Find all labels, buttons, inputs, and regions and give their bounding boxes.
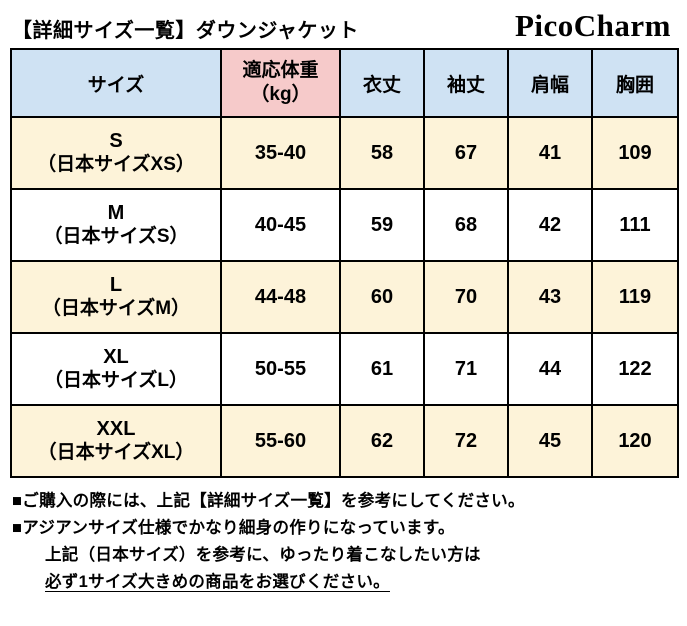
length-cell: 62 bbox=[339, 404, 425, 478]
shoulder-cell: 44 bbox=[507, 332, 593, 406]
size-cell: M （日本サイズS） bbox=[10, 188, 222, 262]
col-header-chest: 胸囲 bbox=[591, 48, 679, 118]
chest-cell: 119 bbox=[591, 260, 679, 334]
top-bar: 【詳細サイズ一覧】ダウンジャケット PicoCharm bbox=[10, 6, 677, 48]
sleeve-cell: 71 bbox=[423, 332, 509, 406]
size-jp-label: （日本サイズXL） bbox=[37, 442, 195, 463]
weight-cell: 50-55 bbox=[220, 332, 341, 406]
table-row-l: L （日本サイズM） 44-48 60 70 43 119 bbox=[10, 260, 679, 334]
col-header-shoulder: 肩幅 bbox=[507, 48, 593, 118]
note-line-3: 上記（日本サイズ）を参考に、ゆったり着こなしたい方は bbox=[45, 546, 481, 564]
chest-cell: 111 bbox=[591, 188, 679, 262]
size-cell: S （日本サイズXS） bbox=[10, 116, 222, 190]
weight-cell: 55-60 bbox=[220, 404, 341, 478]
note-line-4: 必ず1サイズ大きめの商品をお選びください。 bbox=[45, 573, 390, 591]
col-header-sleeve: 袖丈 bbox=[423, 48, 509, 118]
sleeve-cell: 67 bbox=[423, 116, 509, 190]
sleeve-cell: 68 bbox=[423, 188, 509, 262]
table-row-s: S （日本サイズXS） 35-40 58 67 41 109 bbox=[10, 116, 679, 190]
size-label: XL bbox=[103, 346, 129, 368]
shoulder-cell: 42 bbox=[507, 188, 593, 262]
col-header-weight: 適応体重 （kg） bbox=[220, 48, 341, 118]
size-cell: L （日本サイズM） bbox=[10, 260, 222, 334]
sleeve-cell: 72 bbox=[423, 404, 509, 478]
chest-cell: 120 bbox=[591, 404, 679, 478]
weight-cell: 44-48 bbox=[220, 260, 341, 334]
note-line-2: ■アジアンサイズ仕様でかなり細身の作りになっています。 bbox=[12, 519, 455, 537]
chest-cell: 109 bbox=[591, 116, 679, 190]
col-header-weight-line1: 適応体重 bbox=[242, 60, 319, 81]
shoulder-cell: 43 bbox=[507, 260, 593, 334]
notes-section: ■ご購入の際には、上記【詳細サイズ一覧】を参考にしてください。 ■アジアンサイズ… bbox=[10, 488, 677, 596]
size-cell: XL （日本サイズL） bbox=[10, 332, 222, 406]
chest-cell: 122 bbox=[591, 332, 679, 406]
col-header-weight-line2: （kg） bbox=[250, 84, 311, 105]
length-cell: 59 bbox=[339, 188, 425, 262]
size-jp-label: （日本サイズM） bbox=[41, 298, 191, 319]
size-label: XXL bbox=[96, 418, 136, 440]
size-label: S bbox=[109, 130, 123, 152]
size-cell: XXL （日本サイズXL） bbox=[10, 404, 222, 478]
length-cell: 61 bbox=[339, 332, 425, 406]
shoulder-cell: 45 bbox=[507, 404, 593, 478]
size-table: サイズ 適応体重 （kg） 衣丈 袖丈 肩幅 胸囲 S （日本サイズXS） 35… bbox=[10, 48, 679, 478]
table-header-row: サイズ 適応体重 （kg） 衣丈 袖丈 肩幅 胸囲 bbox=[10, 48, 679, 118]
col-header-size: サイズ bbox=[10, 48, 222, 118]
length-cell: 60 bbox=[339, 260, 425, 334]
size-jp-label: （日本サイズL） bbox=[43, 370, 189, 391]
note-line-1: ■ご購入の際には、上記【詳細サイズ一覧】を参考にしてください。 bbox=[12, 492, 525, 510]
size-jp-label: （日本サイズS） bbox=[43, 226, 189, 247]
length-cell: 58 bbox=[339, 116, 425, 190]
col-header-length: 衣丈 bbox=[339, 48, 425, 118]
sleeve-cell: 70 bbox=[423, 260, 509, 334]
shoulder-cell: 41 bbox=[507, 116, 593, 190]
size-label: M bbox=[107, 202, 125, 224]
brand-logo: PicoCharm bbox=[514, 8, 671, 43]
table-row-m: M （日本サイズS） 40-45 59 68 42 111 bbox=[10, 188, 679, 262]
size-label: L bbox=[109, 274, 123, 296]
weight-cell: 40-45 bbox=[220, 188, 341, 262]
weight-cell: 35-40 bbox=[220, 116, 341, 190]
table-row-xxl: XXL （日本サイズXL） 55-60 62 72 45 120 bbox=[10, 404, 679, 478]
page-title: 【詳細サイズ一覧】ダウンジャケット bbox=[12, 20, 359, 42]
table-row-xl: XL （日本サイズL） 50-55 61 71 44 122 bbox=[10, 332, 679, 406]
size-jp-label: （日本サイズXS） bbox=[37, 154, 195, 175]
